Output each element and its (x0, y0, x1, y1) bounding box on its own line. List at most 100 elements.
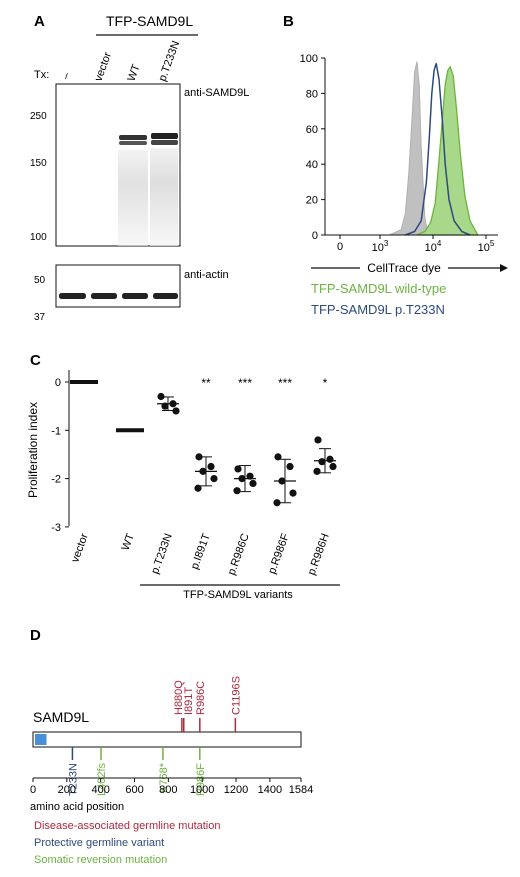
data-point (278, 477, 286, 485)
x-tick-zero: 0 (337, 241, 343, 253)
y-tick-label: 100 (300, 53, 318, 65)
position-tick-label: 1200 (224, 784, 248, 796)
panel-b: B 0 20 40 60 80 100 0 103 104 105 CellTrace d… (283, 13, 508, 317)
x-category-label: p.R986H (306, 532, 332, 577)
mutation-label: L402fs (96, 763, 108, 797)
lane-label-wt: WT (126, 63, 143, 83)
y-tick-label: 0 (55, 377, 61, 389)
blot1-label: anti-SAMD9L (184, 87, 249, 99)
marker-50: 50 (34, 275, 46, 286)
mutation-label: H880Q (173, 680, 185, 715)
significance-label: ** (201, 376, 211, 390)
celltrace-arrow (311, 264, 508, 272)
data-point (246, 472, 254, 480)
data-point (286, 462, 294, 471)
data-point (199, 467, 207, 475)
histogram-x-ticks: 0 103 104 105 (337, 235, 495, 254)
data-point (326, 455, 334, 463)
significance-label: * (323, 376, 328, 390)
marker-250: 250 (30, 111, 47, 122)
x-category-label: p.R986C (226, 532, 252, 577)
data-point (274, 453, 282, 461)
y-tick-label: 40 (306, 159, 318, 171)
data-point (289, 489, 297, 497)
marker-37: 37 (34, 312, 46, 323)
position-tick-label: 1400 (258, 784, 282, 796)
histogram-plot (389, 61, 479, 236)
proliferation-x-labels: vector WT p.T233N p.I891T p.R986C p.R986F p.R9… (69, 532, 332, 577)
y-tick-label: -1 (51, 425, 61, 437)
lane-label-t233n: p.T233N (157, 39, 183, 83)
data-point (329, 462, 337, 471)
y-tick-label: -2 (51, 474, 61, 486)
y-tick-label: 60 (306, 124, 318, 136)
position-tick-label: 1584 (289, 784, 313, 796)
x-tick-1e4: 104 (425, 239, 442, 254)
data-point (314, 436, 322, 444)
proliferation-plot: ** *** *** * (70, 376, 337, 507)
x-category-label: p.R986F (266, 532, 292, 576)
data-point (195, 453, 203, 461)
mutation-label: R986C (195, 681, 207, 715)
variants-group-label: TFP-SAMD9L variants (183, 589, 293, 601)
significance-label: *** (278, 376, 292, 390)
legend-wild-type: TFP-SAMD9L wild-type (311, 281, 446, 296)
tx-label: Tx: (34, 69, 49, 81)
histogram-y-ticks: 0 20 40 60 80 100 (300, 53, 325, 242)
samd9l-t233n-band (150, 133, 178, 246)
x-tick-1e5: 105 (478, 239, 495, 254)
actin-blot (55, 264, 181, 308)
position-tick-label: 800 (159, 784, 177, 796)
data-point (273, 499, 281, 507)
position-tick-label: 600 (125, 784, 143, 796)
lane-label-none: – (60, 70, 74, 81)
legend-t233n: TFP-SAMD9L p.T233N (311, 302, 445, 317)
data-point (157, 392, 165, 401)
panel-a-letter: A (34, 13, 45, 30)
samd9l-wt-band (118, 135, 148, 246)
legend-disease: Disease-associated germline mutation (34, 820, 220, 832)
legend-protective: Protective germline variant (34, 837, 164, 849)
x-category-label: WT (120, 532, 137, 552)
data-point (169, 400, 177, 408)
histogram-wild-type (416, 65, 479, 236)
proliferation-y-label: Proliferation index (26, 402, 40, 498)
marker-150: 150 (30, 158, 47, 169)
data-point (318, 458, 326, 466)
significance-label: *** (238, 376, 252, 390)
mutation-label: C1196S (230, 676, 242, 715)
x-category-label: p.T233N (149, 532, 175, 576)
data-point (161, 402, 169, 410)
construct-label: TFP-SAMD9L (106, 13, 193, 29)
histogram-t233n (405, 63, 471, 236)
proliferation-y-ticks: 0 -1 -2 -3 (51, 377, 69, 534)
protein-bar (32, 731, 302, 748)
protein-name: SAMD9L (33, 709, 89, 725)
histogram-unlabeled-gray (389, 61, 429, 236)
data-point (233, 487, 241, 495)
position-tick-label: 200 (58, 784, 76, 796)
panel-d-letter: D (30, 627, 41, 644)
histogram-x-label: CellTrace dye (367, 261, 441, 275)
position-x-label: amino acid position (30, 801, 124, 813)
mutation-label: R986F (195, 763, 207, 796)
data-point (249, 479, 257, 488)
panel-c: C Proliferation index 0-1-2-3 ** *** *** * … (26, 352, 340, 601)
actin-bands (59, 293, 178, 299)
y-tick-label: 0 (312, 230, 318, 242)
x-category-label: p.I891T (189, 532, 213, 571)
mutation-label: I891T (183, 687, 195, 715)
data-point (207, 462, 215, 471)
y-tick-label: 80 (306, 88, 318, 100)
y-tick-label: -3 (51, 522, 61, 534)
blot2-label: anti-actin (184, 269, 229, 281)
panel-a: A TFP-SAMD9L Tx: – vector WT p.T233N ant… (30, 13, 249, 323)
position-tick-label: 0 (30, 784, 36, 796)
lane-label-vector: vector (93, 50, 115, 83)
sam-domain (35, 734, 47, 745)
position-tick-label: 1000 (190, 784, 214, 796)
data-point (313, 467, 321, 475)
y-tick-label: 20 (306, 195, 318, 207)
